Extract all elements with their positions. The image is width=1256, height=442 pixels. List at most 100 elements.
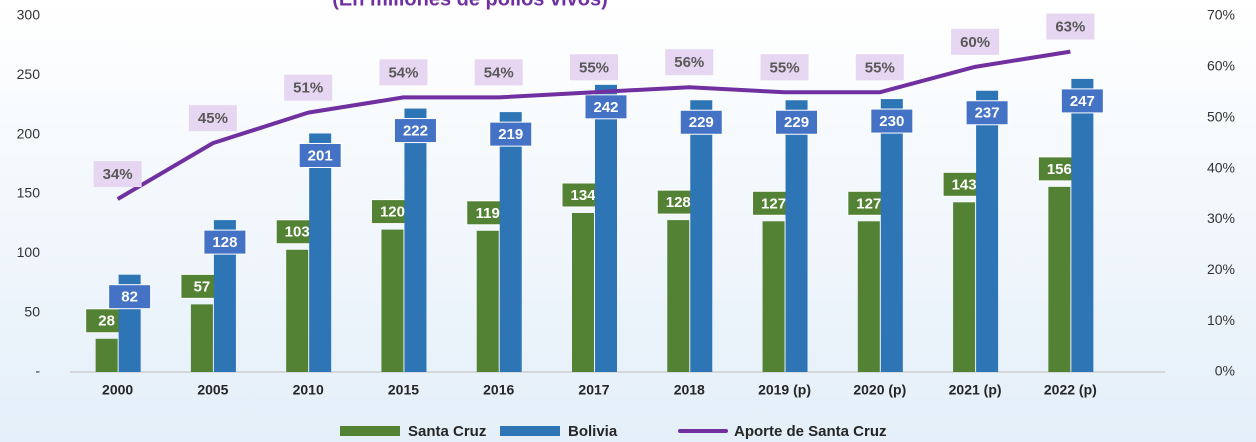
data-label: 229 bbox=[689, 114, 714, 131]
bar bbox=[762, 221, 785, 372]
label-box bbox=[93, 161, 142, 188]
label-box bbox=[965, 100, 1009, 126]
bar bbox=[880, 99, 903, 373]
label-box bbox=[489, 121, 533, 147]
label-box bbox=[570, 54, 618, 81]
data-label: 222 bbox=[403, 123, 428, 140]
label-box bbox=[870, 108, 914, 134]
data-label: 127 bbox=[856, 195, 881, 212]
data-label: 28 bbox=[98, 313, 115, 330]
label-box bbox=[298, 142, 342, 168]
label-box bbox=[474, 59, 523, 86]
legend-label: Santa Cruz bbox=[408, 423, 486, 440]
y2-tick-label: 30% bbox=[1207, 210, 1235, 226]
bar bbox=[667, 220, 690, 372]
data-label: 219 bbox=[498, 126, 523, 143]
data-label: 127 bbox=[761, 195, 786, 212]
data-label: 143 bbox=[952, 176, 977, 193]
x-tick-label: 2018 bbox=[674, 382, 705, 398]
x-tick-label: 2020 (p) bbox=[853, 382, 906, 398]
x-tick-label: 2021 (p) bbox=[949, 382, 1002, 398]
data-label: 128 bbox=[666, 194, 691, 211]
data-label: 201 bbox=[308, 147, 333, 164]
y2-tick-label: 70% bbox=[1207, 7, 1235, 23]
data-label: 229 bbox=[784, 114, 809, 131]
bar bbox=[286, 249, 309, 372]
data-label: 103 bbox=[285, 224, 310, 241]
bar bbox=[213, 220, 236, 372]
label-box bbox=[679, 109, 723, 135]
bar bbox=[572, 212, 594, 372]
y2-tick-label: 0% bbox=[1215, 363, 1235, 379]
data-label: 55% bbox=[865, 59, 895, 76]
bar bbox=[1048, 186, 1071, 372]
label-box bbox=[188, 105, 237, 132]
y-tick-label: 100 bbox=[17, 244, 41, 260]
label-box bbox=[284, 74, 333, 101]
legend-label: Bolivia bbox=[568, 423, 618, 440]
label-box bbox=[584, 94, 628, 120]
bar bbox=[785, 100, 808, 373]
data-label: 156 bbox=[1047, 161, 1072, 178]
data-label: 242 bbox=[593, 99, 618, 116]
label-box bbox=[1046, 13, 1095, 40]
y2-tick-label: 40% bbox=[1207, 159, 1235, 175]
x-tick-label: 2000 bbox=[102, 382, 133, 398]
data-label: 237 bbox=[975, 105, 1000, 122]
legend-swatch bbox=[500, 426, 560, 436]
legend-label: Aporte de Santa Cruz bbox=[734, 423, 887, 440]
data-label: 63% bbox=[1055, 19, 1085, 36]
data-label: 134 bbox=[570, 187, 596, 204]
data-label: 247 bbox=[1070, 93, 1095, 110]
y2-tick-label: 10% bbox=[1207, 312, 1235, 328]
bar bbox=[857, 221, 880, 372]
data-label: 45% bbox=[198, 110, 228, 127]
data-label: 60% bbox=[960, 34, 990, 51]
bar bbox=[309, 133, 332, 372]
y-tick-label: 200 bbox=[17, 125, 41, 141]
legend-swatch bbox=[340, 426, 400, 436]
label-box bbox=[775, 109, 819, 135]
label-box bbox=[379, 59, 428, 86]
x-tick-label: 2010 bbox=[293, 382, 324, 398]
data-label: 51% bbox=[293, 80, 323, 97]
bar bbox=[381, 229, 404, 372]
data-label: 128 bbox=[212, 234, 237, 251]
label-box bbox=[203, 229, 247, 255]
y-tick-label: 300 bbox=[17, 7, 41, 23]
bar bbox=[595, 84, 617, 373]
x-tick-label: 2016 bbox=[483, 382, 514, 398]
label-box bbox=[951, 28, 1000, 55]
label-box bbox=[108, 284, 152, 310]
x-tick-label: 2005 bbox=[197, 382, 228, 398]
bar bbox=[95, 338, 118, 372]
x-tick-label: 2019 (p) bbox=[758, 382, 811, 398]
data-label: 55% bbox=[579, 59, 609, 76]
data-label: 230 bbox=[879, 113, 904, 130]
bar bbox=[476, 230, 499, 372]
bar bbox=[976, 90, 999, 372]
bar bbox=[499, 112, 522, 373]
data-label: 34% bbox=[103, 166, 133, 183]
data-label: 120 bbox=[380, 204, 405, 221]
bar bbox=[190, 304, 213, 372]
bar bbox=[690, 100, 713, 373]
y-tick-label: 150 bbox=[17, 185, 41, 201]
line bbox=[116, 49, 1071, 201]
y-tick-label: - bbox=[35, 363, 40, 379]
data-label: 54% bbox=[388, 64, 418, 81]
label-box bbox=[855, 54, 904, 81]
bar bbox=[953, 202, 976, 372]
x-tick-label: 2017 bbox=[578, 382, 609, 398]
data-label: 55% bbox=[770, 59, 800, 76]
data-label: 82 bbox=[121, 289, 138, 306]
label-box bbox=[760, 54, 809, 81]
label-box bbox=[665, 49, 714, 76]
y-tick-label: 250 bbox=[17, 66, 41, 82]
data-label: 119 bbox=[476, 205, 500, 222]
label-box bbox=[393, 118, 437, 144]
x-tick-label: 2015 bbox=[388, 382, 419, 398]
y2-tick-label: 20% bbox=[1207, 261, 1235, 277]
y-tick-label: 50 bbox=[24, 303, 40, 319]
